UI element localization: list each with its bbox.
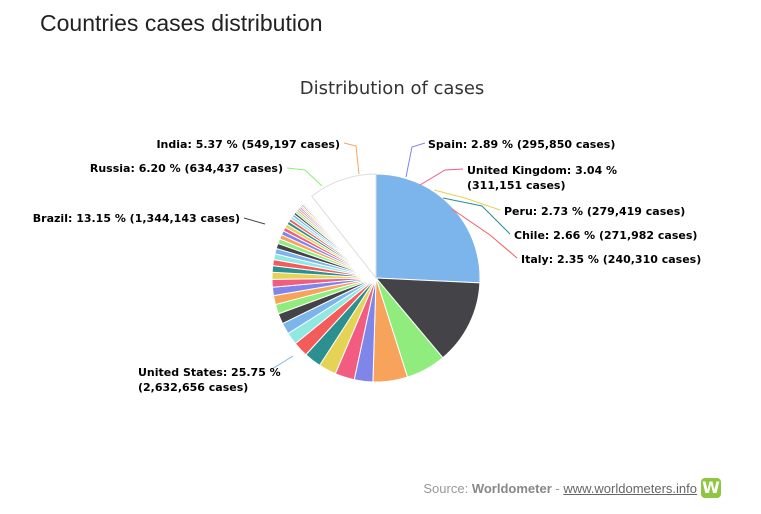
data-label-chile: Chile: 2.66 % (271,982 cases) <box>514 229 697 242</box>
data-label-spain: Spain: 2.89 % (295,850 cases) <box>428 138 615 151</box>
connector-united-kingdom <box>419 168 464 186</box>
data-labels: United States: 25.75 % (2,632,656 cases) B… <box>33 138 701 394</box>
data-label-italy: Italy: 2.35 % (240,310 cases) <box>521 253 701 266</box>
pie-slices <box>271 173 481 383</box>
page-title: Countries cases distribution <box>40 10 323 36</box>
data-label-united-states: (2,632,656 cases) <box>138 381 248 394</box>
data-label-india: India: 5.37 % (549,197 cases) <box>156 138 340 151</box>
worldometer-logo-icon[interactable]: W <box>701 478 721 498</box>
pie-slice-united-states[interactable] <box>375 173 481 284</box>
pie-slice-remaining-countries[interactable] <box>311 173 377 280</box>
pie-slice-brazil[interactable] <box>374 277 481 359</box>
source-credit: Source: Worldometer - www.worldometers.i… <box>423 478 721 498</box>
data-label-russia: Russia: 6.20 % (634,437 cases) <box>90 162 283 175</box>
chart-title: Distribution of cases <box>300 78 485 99</box>
data-label-united-kingdom: (311,151 cases) <box>467 179 565 192</box>
connector-india <box>343 142 360 175</box>
data-label-united-kingdom: United Kingdom: 3.04 % <box>467 164 617 177</box>
connector-united-states <box>271 355 294 370</box>
source-separator: - <box>555 480 560 496</box>
connector-russia <box>286 167 323 187</box>
connector-spain <box>405 142 426 178</box>
connector-peru <box>433 189 501 211</box>
connector-brazil <box>243 217 266 225</box>
connector-italy <box>451 208 518 259</box>
connector-chile <box>442 197 511 235</box>
source-link[interactable]: www.worldometers.info <box>563 480 697 496</box>
data-label-brazil: Brazil: 13.15 % (1,344,143 cases) <box>33 212 240 225</box>
data-label-united-states: United States: 25.75 % <box>138 366 281 379</box>
data-label-peru: Peru: 2.73 % (279,419 cases) <box>504 205 685 218</box>
source-prefix: Source: <box>423 480 469 496</box>
source-name: Worldometer <box>471 480 552 496</box>
label-connectors <box>243 142 518 370</box>
